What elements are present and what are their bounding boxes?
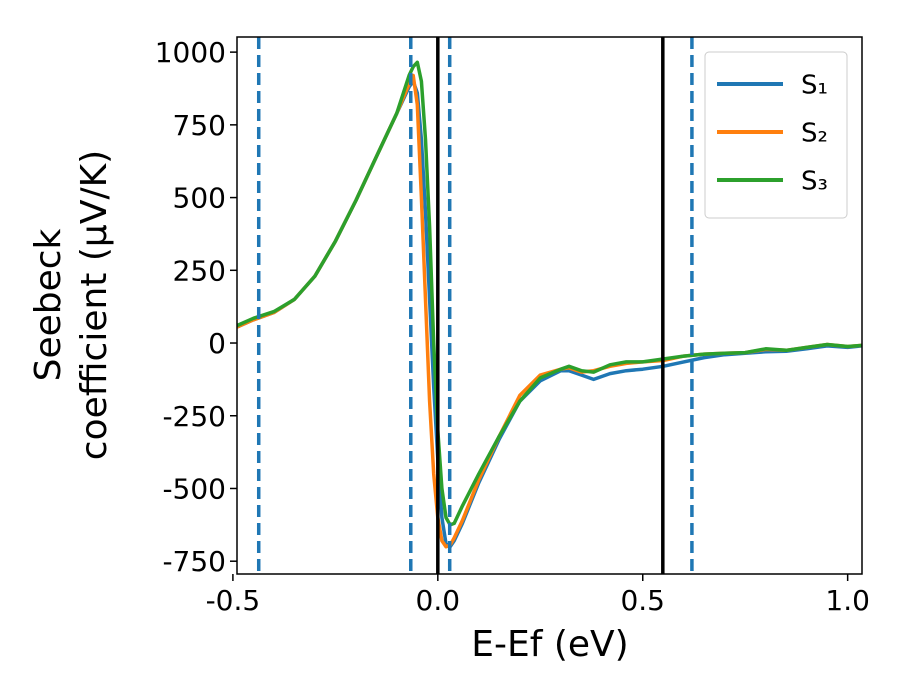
y-axis-label: coefficient (μV/K) <box>74 150 115 460</box>
y-tick-label: 250 <box>173 254 226 287</box>
legend-box <box>704 51 848 219</box>
x-tick-label: 1.0 <box>825 584 870 617</box>
y-tick-label: -500 <box>162 472 226 505</box>
y-tick-label: -250 <box>162 400 226 433</box>
y-axis-label-group: Seebeck coefficient (μV/K) <box>28 150 115 460</box>
legend-label: S₂ <box>801 119 828 149</box>
y-tick-label: 500 <box>173 182 226 215</box>
x-tick-label: 0.5 <box>620 584 665 617</box>
plot-frame <box>236 36 863 575</box>
x-tick-label: 0.0 <box>416 584 461 617</box>
y-axis-label: Seebeck <box>28 228 69 381</box>
legend-label: S₁ <box>801 71 828 101</box>
y-tick-label: -750 <box>162 545 226 578</box>
x-tick-label: -0.5 <box>206 584 261 617</box>
series-line <box>237 60 862 527</box>
legend-label: S₃ <box>801 167 828 197</box>
y-tick-label: 1000 <box>155 36 226 69</box>
y-tick-label: 0 <box>208 327 226 360</box>
y-tick-label: 750 <box>173 109 226 142</box>
x-axis-label: E-Ef (eV) <box>471 624 628 665</box>
